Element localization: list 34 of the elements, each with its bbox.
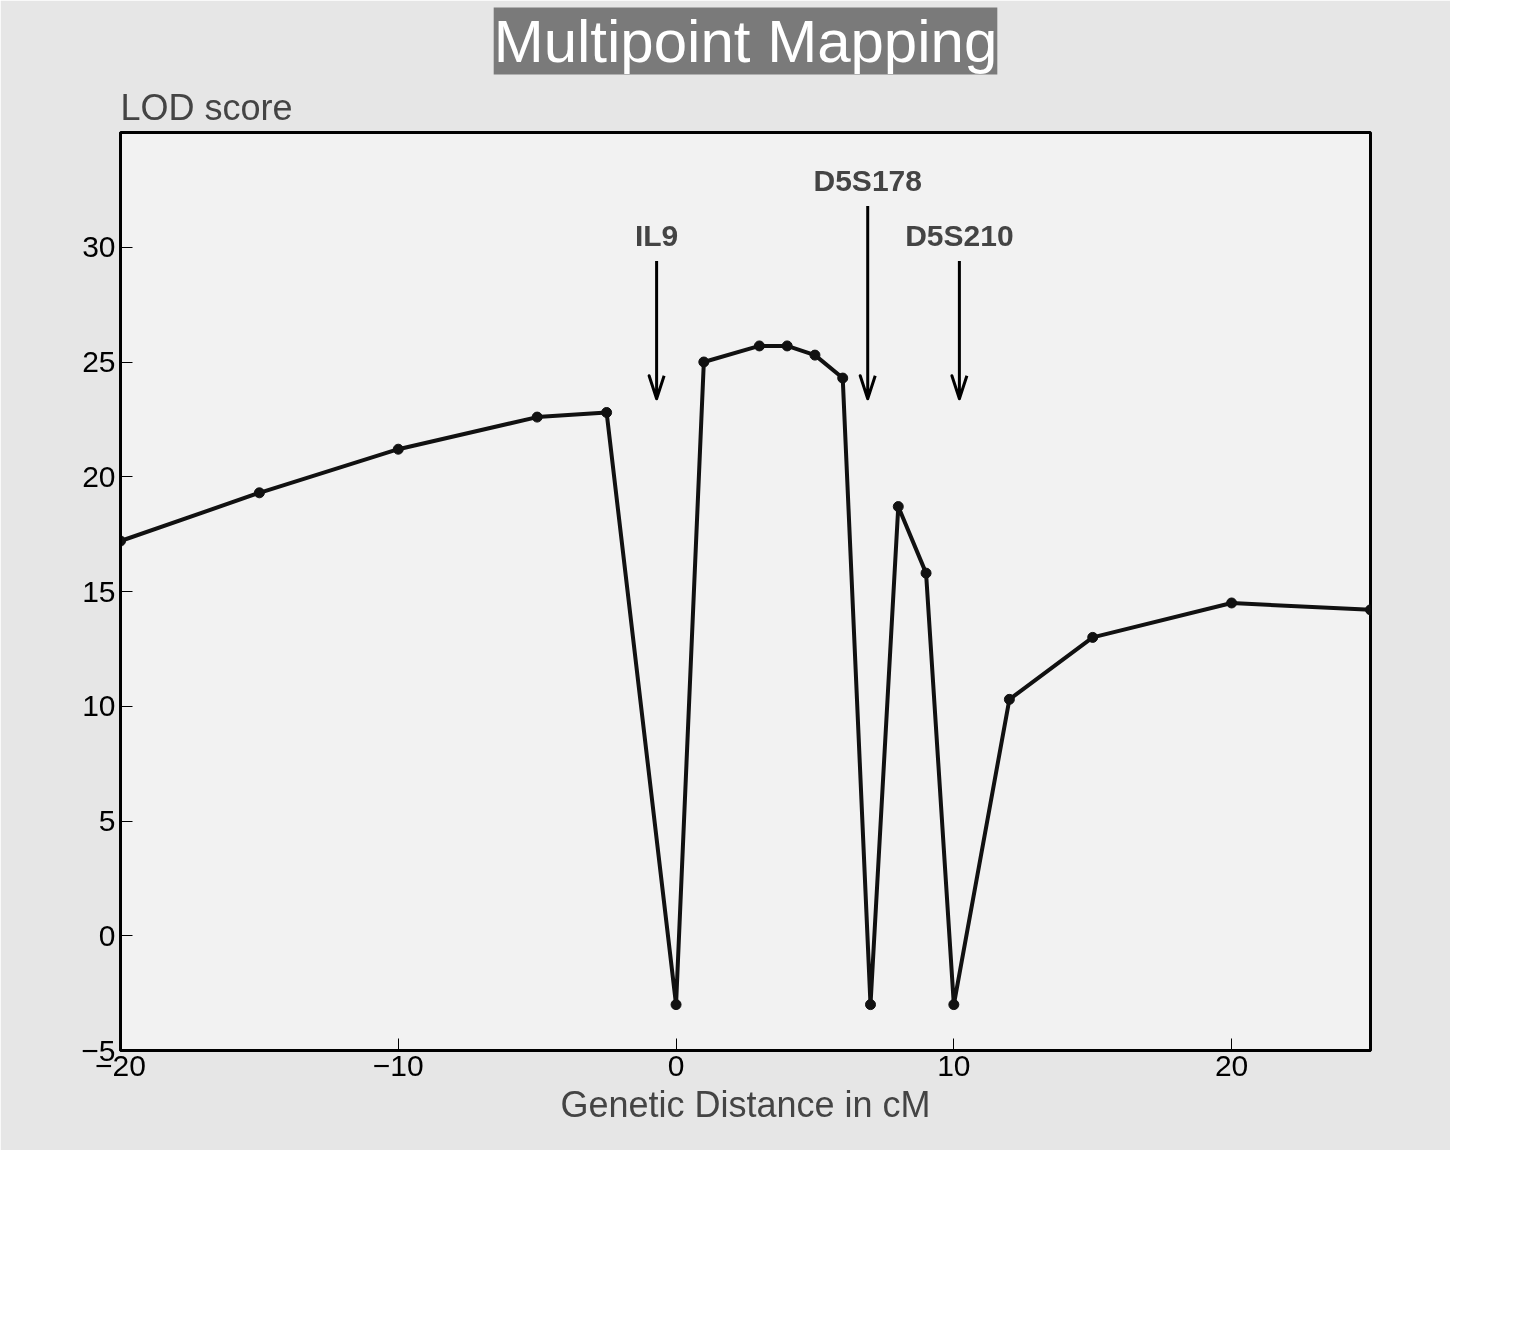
point — [781, 340, 793, 352]
y-tick-label: 30 — [82, 230, 116, 264]
point — [1226, 597, 1238, 609]
point — [698, 356, 710, 368]
x-tick-label: −10 — [372, 1048, 424, 1082]
chart-title: Multipoint Mapping — [493, 7, 998, 75]
point — [601, 407, 613, 418]
x-tick-label: 10 — [937, 1048, 971, 1082]
point — [920, 567, 932, 579]
y-tick-label: 15 — [82, 574, 116, 608]
ref-line-label: IL9 — [634, 218, 679, 252]
y-tick-label: 0 — [98, 918, 116, 952]
point — [948, 999, 960, 1011]
x-tick-label: 20 — [1214, 1048, 1249, 1082]
point — [892, 501, 904, 513]
point — [392, 443, 404, 455]
point — [1003, 693, 1015, 705]
y-tick-label: 5 — [98, 804, 116, 837]
point — [1087, 631, 1099, 643]
ref-line-label: D5S210 — [905, 218, 1014, 252]
y-tick-label: 10 — [82, 689, 116, 723]
y-tick-label: 20 — [82, 459, 116, 493]
point — [670, 999, 682, 1011]
ref-line-label: D5S178 — [813, 163, 922, 197]
y-axis-title: LOD score — [120, 86, 293, 128]
point — [531, 411, 543, 423]
y-tick-label: 25 — [82, 345, 116, 378]
x-axis-title: Genetic Distance in cM — [560, 1083, 931, 1125]
point — [865, 999, 876, 1011]
point — [753, 340, 765, 352]
point — [837, 372, 849, 384]
x-tick-label: 0 — [667, 1048, 685, 1082]
point — [809, 349, 821, 361]
point — [253, 487, 265, 499]
